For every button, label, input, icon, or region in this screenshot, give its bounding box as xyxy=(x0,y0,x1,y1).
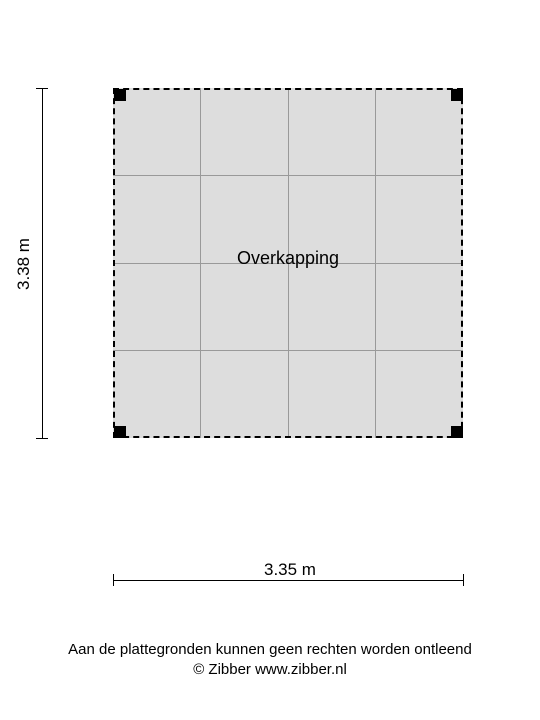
footer-line1: Aan de plattegronden kunnen geen rechten… xyxy=(0,640,540,660)
dim-h-label: 3.35 m xyxy=(240,560,340,580)
dim-h-cap-l xyxy=(113,574,114,586)
post-br xyxy=(451,426,463,438)
post-tl xyxy=(114,89,126,101)
room-label: Overkapping xyxy=(113,248,463,269)
dim-v-label: 3.38 m xyxy=(14,234,34,294)
dim-v-cap-bot xyxy=(36,438,48,439)
footer: Aan de plattegronden kunnen geen rechten… xyxy=(0,640,540,681)
floorplan-canvas: Overkapping 3.38 m 3.35 m Aan de platteg… xyxy=(0,0,540,720)
dim-h-cap-r xyxy=(463,574,464,586)
dim-h-line xyxy=(113,580,463,581)
dim-v-line xyxy=(42,88,43,438)
post-tr xyxy=(451,89,463,101)
footer-line2: © Zibber www.zibber.nl xyxy=(0,660,540,680)
post-bl xyxy=(114,426,126,438)
dim-v-cap-top xyxy=(36,88,48,89)
